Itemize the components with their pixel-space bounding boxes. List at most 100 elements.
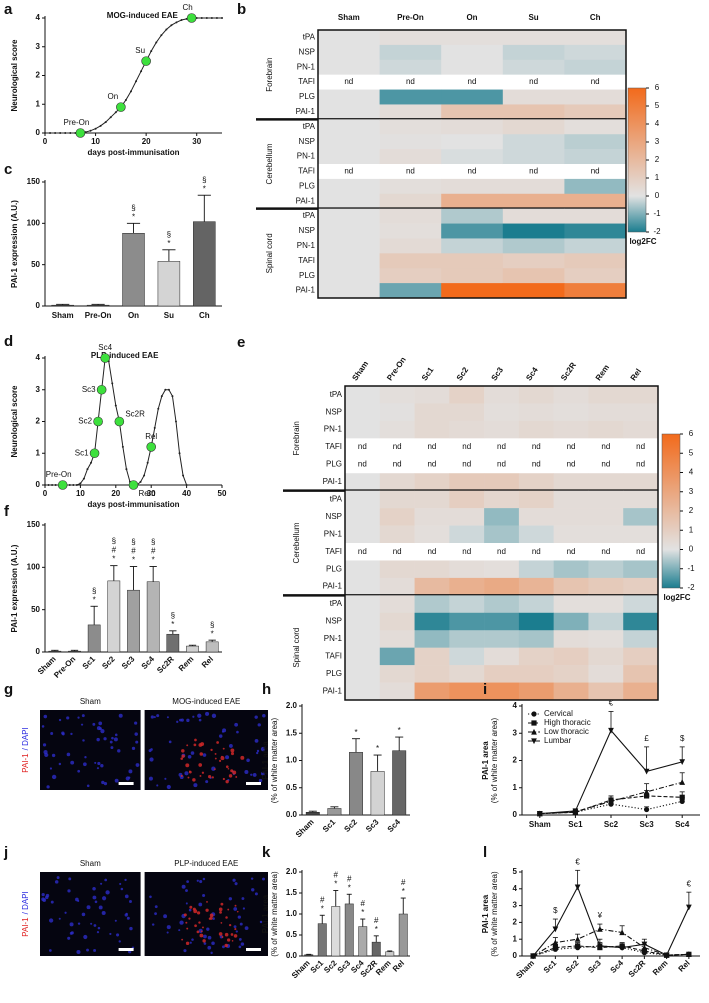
cell — [564, 193, 627, 209]
significance: § — [131, 203, 135, 212]
missing-label: nd — [344, 167, 353, 176]
panel-letter: b — [237, 1, 246, 18]
cell — [484, 682, 520, 701]
cell — [553, 420, 589, 439]
cell — [318, 253, 380, 269]
cell — [502, 89, 565, 105]
x-tick-label: 10 — [91, 137, 100, 146]
row-label: tPA — [303, 122, 316, 131]
panel-letter: i — [483, 681, 487, 698]
nucleus — [77, 716, 80, 719]
nucleus — [83, 762, 87, 767]
row-label: tPA — [330, 390, 343, 399]
cell-missing — [379, 164, 442, 179]
column-label: Pre-On — [397, 13, 424, 22]
nucleus — [66, 752, 71, 757]
annotation: € — [575, 857, 580, 866]
nucleus — [188, 908, 192, 912]
cell — [588, 560, 624, 579]
pai1-signal — [230, 748, 235, 753]
cell — [379, 420, 415, 439]
bar — [344, 903, 354, 957]
significance: # — [151, 547, 156, 556]
pai1-signal — [205, 908, 209, 912]
nucleus — [104, 878, 108, 882]
x-tick-label: Rel — [391, 959, 406, 974]
marker — [574, 884, 581, 891]
cell — [345, 525, 381, 544]
nucleus — [50, 900, 54, 904]
pai1-signal — [210, 748, 213, 752]
nucleus — [58, 917, 61, 920]
pai1-signal — [225, 779, 229, 784]
significance: # — [361, 899, 366, 908]
cell — [379, 525, 415, 544]
cell — [518, 665, 554, 683]
marker — [575, 943, 581, 949]
cell — [623, 630, 659, 648]
cell — [564, 30, 627, 46]
pai1-signal — [213, 768, 216, 770]
pai1-signal — [199, 775, 202, 777]
x-tick-label: 30 — [147, 489, 156, 498]
marker — [679, 779, 686, 785]
nucleus — [69, 931, 73, 935]
pai1-signal — [233, 934, 238, 938]
significance: # — [320, 895, 325, 904]
nucleus — [70, 760, 75, 765]
x-tick-label: Rel — [677, 959, 692, 974]
pai1-signal — [230, 933, 234, 936]
x-tick-label: Sham — [529, 820, 551, 829]
nucleus — [254, 738, 259, 743]
missing-label: nd — [591, 77, 600, 86]
cell — [441, 134, 504, 150]
nucleus — [45, 893, 50, 898]
cell — [441, 178, 504, 195]
cell — [588, 525, 624, 544]
nucleus — [210, 951, 213, 955]
marker — [597, 943, 603, 950]
curve-dot — [121, 445, 124, 448]
curve-dot — [68, 484, 71, 486]
pai1-signal — [221, 936, 224, 938]
significance: * — [361, 908, 364, 917]
nucleus — [228, 744, 233, 748]
y-tick-label: 50 — [31, 260, 40, 269]
missing-label: nd — [344, 77, 353, 86]
legend-label: High thoracic — [544, 718, 591, 727]
cell — [564, 223, 627, 239]
nucleus — [156, 784, 159, 787]
nucleus — [261, 771, 265, 776]
stage-label: Sc1 — [75, 448, 89, 457]
nucleus — [119, 882, 122, 886]
significance: * — [93, 595, 96, 604]
cell — [553, 386, 589, 404]
cell — [502, 149, 565, 165]
cell — [379, 178, 442, 195]
y-axis-label: PAI-1 area — [261, 894, 270, 933]
marker — [679, 794, 685, 800]
image-label: PLP-induced EAE — [174, 859, 238, 868]
cell — [318, 89, 380, 105]
nucleus — [234, 722, 239, 727]
y-tick-label: 0 — [36, 128, 41, 137]
missing-label: nd — [567, 547, 576, 556]
cell — [553, 403, 589, 422]
curve-dot — [185, 484, 188, 486]
significance: # — [131, 547, 136, 556]
nucleus — [67, 936, 71, 940]
panel-letter: k — [262, 844, 271, 861]
cell — [553, 630, 589, 648]
cell — [564, 178, 627, 195]
pai1-signal — [222, 747, 225, 750]
x-tick-label: 40 — [182, 489, 191, 498]
missing-label: nd — [601, 547, 610, 556]
row-label: PAI-1 — [323, 477, 343, 486]
cell — [449, 665, 485, 683]
pai1-signal — [224, 943, 228, 948]
marker — [644, 793, 650, 799]
nucleus — [148, 776, 153, 781]
row-label: NSP — [326, 617, 342, 626]
cell — [414, 665, 450, 683]
pai1-signal — [188, 917, 191, 920]
